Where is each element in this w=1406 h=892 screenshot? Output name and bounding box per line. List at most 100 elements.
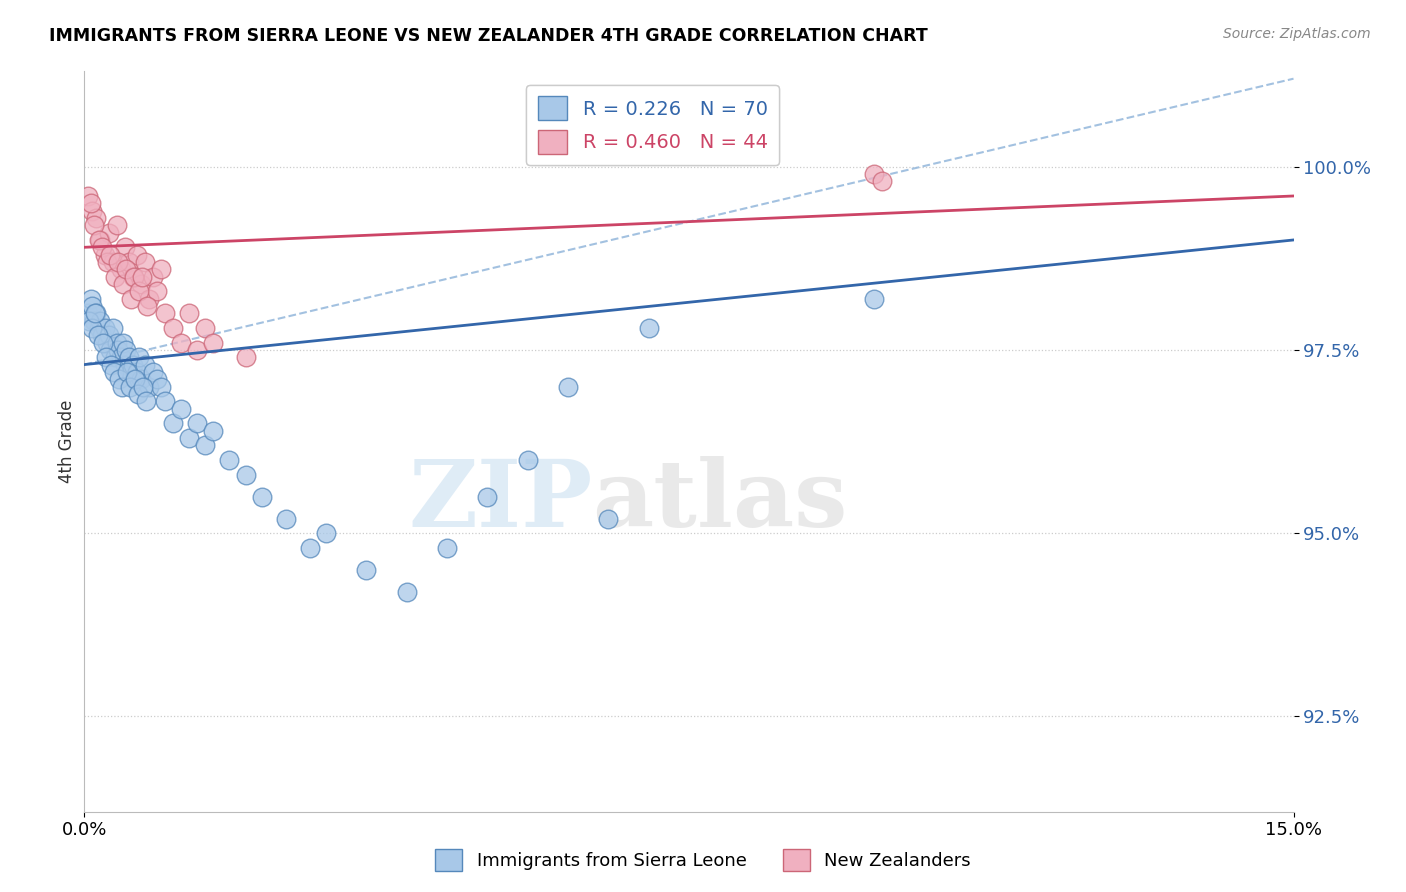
Point bbox=[82, 203, 104, 218]
Point bbox=[395, 584, 418, 599]
Point bbox=[129, 277, 152, 291]
Point bbox=[112, 335, 135, 350]
Point bbox=[82, 299, 104, 313]
Point bbox=[87, 321, 110, 335]
Point bbox=[124, 269, 146, 284]
Point bbox=[93, 247, 115, 261]
Point bbox=[77, 189, 100, 203]
Point bbox=[98, 247, 121, 261]
Point bbox=[101, 321, 124, 335]
Point bbox=[194, 321, 217, 335]
Point bbox=[235, 350, 257, 364]
Point bbox=[80, 196, 103, 211]
Point bbox=[107, 255, 129, 269]
Point bbox=[194, 438, 217, 452]
Point bbox=[146, 285, 169, 299]
Point bbox=[114, 240, 136, 254]
Point bbox=[115, 365, 138, 379]
Point bbox=[87, 328, 110, 343]
Point bbox=[103, 365, 125, 379]
Point bbox=[134, 358, 156, 372]
Point bbox=[170, 401, 193, 416]
Point bbox=[863, 167, 886, 181]
Point bbox=[83, 313, 105, 327]
Point bbox=[315, 526, 337, 541]
Point bbox=[97, 328, 120, 343]
Point bbox=[89, 313, 111, 327]
Point bbox=[112, 277, 135, 291]
Point bbox=[110, 350, 132, 364]
Point bbox=[128, 285, 150, 299]
Point bbox=[135, 394, 157, 409]
Point bbox=[110, 262, 132, 277]
Point bbox=[108, 372, 131, 386]
Point bbox=[170, 335, 193, 350]
Point bbox=[142, 365, 165, 379]
Point bbox=[146, 372, 169, 386]
Point bbox=[477, 490, 499, 504]
Point bbox=[100, 358, 122, 372]
Point bbox=[121, 269, 143, 284]
Point bbox=[120, 379, 142, 393]
Point bbox=[121, 358, 143, 372]
Point bbox=[91, 328, 114, 343]
Point bbox=[131, 269, 153, 284]
Point bbox=[98, 343, 121, 357]
Point bbox=[153, 306, 176, 320]
Point bbox=[637, 321, 659, 335]
Text: atlas: atlas bbox=[592, 456, 848, 546]
Point bbox=[115, 343, 138, 357]
Legend: Immigrants from Sierra Leone, New Zealanders: Immigrants from Sierra Leone, New Zealan… bbox=[427, 842, 979, 879]
Point bbox=[598, 511, 620, 525]
Point bbox=[96, 335, 118, 350]
Point bbox=[105, 335, 128, 350]
Point bbox=[124, 372, 146, 386]
Point bbox=[863, 292, 886, 306]
Point bbox=[80, 321, 103, 335]
Point bbox=[128, 350, 150, 364]
Point bbox=[186, 416, 208, 430]
Point bbox=[94, 350, 117, 364]
Point bbox=[125, 365, 148, 379]
Point bbox=[77, 313, 100, 327]
Point bbox=[89, 233, 111, 247]
Point bbox=[235, 467, 257, 482]
Point bbox=[127, 387, 149, 401]
Point bbox=[104, 350, 127, 364]
Point bbox=[83, 219, 105, 233]
Point bbox=[134, 255, 156, 269]
Text: Source: ZipAtlas.com: Source: ZipAtlas.com bbox=[1223, 27, 1371, 41]
Point bbox=[87, 233, 110, 247]
Point bbox=[132, 379, 155, 393]
Point bbox=[872, 174, 894, 188]
Point bbox=[77, 306, 100, 320]
Point bbox=[129, 372, 152, 386]
Point bbox=[97, 226, 120, 240]
Point bbox=[120, 292, 142, 306]
Point bbox=[124, 372, 146, 386]
Point bbox=[86, 211, 108, 225]
Point bbox=[93, 321, 115, 335]
Point bbox=[153, 394, 176, 409]
Point bbox=[91, 335, 114, 350]
Legend: R = 0.226   N = 70, R = 0.460   N = 44: R = 0.226 N = 70, R = 0.460 N = 44 bbox=[526, 85, 779, 165]
Point bbox=[118, 255, 141, 269]
Point bbox=[218, 453, 240, 467]
Point bbox=[101, 255, 124, 269]
Point bbox=[149, 379, 172, 393]
Text: ZIP: ZIP bbox=[408, 456, 592, 546]
Point bbox=[250, 490, 273, 504]
Point bbox=[179, 306, 201, 320]
Point bbox=[557, 379, 579, 393]
Point bbox=[107, 343, 129, 357]
Point bbox=[179, 431, 201, 445]
Text: IMMIGRANTS FROM SIERRA LEONE VS NEW ZEALANDER 4TH GRADE CORRELATION CHART: IMMIGRANTS FROM SIERRA LEONE VS NEW ZEAL… bbox=[49, 27, 928, 45]
Point bbox=[96, 255, 118, 269]
Point bbox=[186, 343, 208, 357]
Point bbox=[115, 262, 138, 277]
Point bbox=[138, 292, 160, 306]
Point bbox=[356, 563, 378, 577]
Point bbox=[104, 269, 127, 284]
Point bbox=[86, 306, 108, 320]
Point bbox=[120, 365, 142, 379]
